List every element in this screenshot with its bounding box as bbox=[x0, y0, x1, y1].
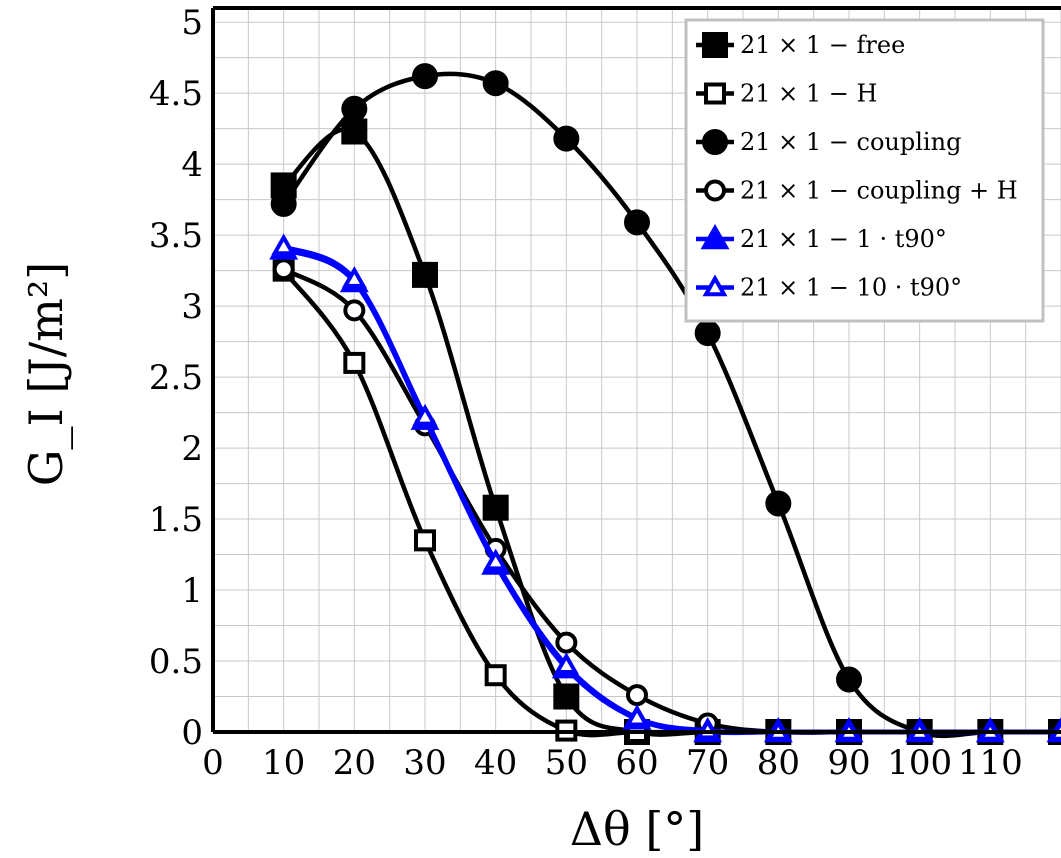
x-tick-label: 30 bbox=[403, 743, 446, 783]
data-point bbox=[270, 190, 297, 217]
y-tick-label: 1 bbox=[181, 571, 203, 611]
plot-frame bbox=[211, 6, 1061, 734]
y-tick-label: 4 bbox=[181, 145, 203, 185]
x-tick-label: 50 bbox=[545, 743, 588, 783]
legend-label: 21 × 1 − coupling + H bbox=[740, 177, 1018, 205]
y-tick-label: 3.5 bbox=[149, 216, 203, 256]
x-tick-label: 110 bbox=[958, 743, 1023, 783]
legend-entry: 21 × 1 − 1 · t90° bbox=[696, 223, 947, 253]
series-4 bbox=[272, 258, 1061, 743]
y-tick-label: 1.5 bbox=[149, 500, 203, 540]
data-point bbox=[343, 351, 366, 374]
data-point bbox=[482, 70, 509, 97]
data-point bbox=[694, 320, 721, 347]
legend-entry: 21 × 1 − H bbox=[696, 80, 877, 108]
legend-marker bbox=[700, 223, 730, 250]
data-point bbox=[343, 299, 366, 322]
data-point bbox=[555, 631, 578, 654]
legend-marker bbox=[704, 179, 726, 202]
data-point bbox=[412, 63, 438, 90]
legend-entry: 21 × 1 − free bbox=[696, 31, 905, 59]
x-axis-label: Δθ [°] bbox=[570, 802, 704, 856]
legend-marker bbox=[702, 274, 728, 297]
data-point bbox=[341, 118, 368, 145]
tick-labels: 0 10 20 30 40 50 60 70 80 90 100 110 0 0.5 1 1.5 2 2.5 3 3.… bbox=[149, 3, 1023, 783]
data-point bbox=[483, 548, 509, 571]
y-tick-label: 3 bbox=[181, 287, 203, 327]
legend-entry: 21 × 1 − coupling + H bbox=[696, 177, 1018, 205]
x-tick-label: 60 bbox=[615, 743, 658, 783]
legend-entry: 21 × 1 − 10 · t90° bbox=[696, 274, 962, 302]
y-tick-label: 0 bbox=[181, 713, 203, 753]
legend-label: 21 × 1 − 10 · t90° bbox=[740, 274, 962, 302]
legend-label: 21 × 1 − H bbox=[740, 80, 877, 108]
legend-box bbox=[684, 18, 1045, 323]
x-tick-label: 40 bbox=[474, 743, 517, 783]
y-axis-label: G_I [J/m²] bbox=[19, 262, 73, 486]
data-point bbox=[836, 666, 862, 693]
series-2 bbox=[272, 259, 1061, 743]
data-point bbox=[765, 490, 792, 517]
legend: 21 × 1 − free 21 × 1 − H 21 × 1 − coupling… bbox=[684, 18, 1045, 323]
legend-label: 21 × 1 − coupling bbox=[740, 128, 961, 156]
data-point bbox=[482, 494, 509, 521]
data-point bbox=[553, 652, 579, 675]
x-tick-label: 20 bbox=[333, 743, 376, 783]
data-point bbox=[484, 664, 507, 687]
data-point bbox=[553, 125, 580, 152]
y-tick-label: 2.5 bbox=[149, 358, 203, 398]
x-tick-label: 80 bbox=[757, 743, 800, 783]
data-point bbox=[341, 95, 368, 122]
data-point bbox=[272, 258, 295, 281]
y-tick-label: 5 bbox=[181, 3, 203, 43]
x-tick-label: 100 bbox=[887, 743, 952, 783]
data-point bbox=[624, 209, 650, 236]
data-point bbox=[624, 704, 650, 727]
data-point bbox=[412, 261, 438, 288]
legend-marker bbox=[704, 82, 726, 105]
data-point bbox=[414, 529, 436, 552]
x-tick-label: 0 bbox=[202, 743, 224, 783]
data-point bbox=[553, 683, 580, 710]
legend-marker bbox=[702, 129, 728, 155]
x-tick-label: 90 bbox=[827, 743, 870, 783]
legend-entry: 21 × 1 − coupling bbox=[696, 128, 961, 156]
x-tick-label: 10 bbox=[262, 743, 305, 783]
data-point bbox=[341, 266, 367, 288]
legend-marker bbox=[702, 32, 728, 58]
data-point bbox=[412, 403, 438, 426]
data-point bbox=[271, 233, 297, 256]
x-tick-label: 70 bbox=[686, 743, 729, 783]
legend-label: 21 × 1 − 1 · t90° bbox=[740, 225, 947, 253]
legend-label: 21 × 1 − free bbox=[740, 31, 905, 59]
data-point bbox=[626, 684, 648, 707]
y-tick-label: 0.5 bbox=[149, 642, 203, 682]
y-tick-label: 4.5 bbox=[149, 74, 203, 114]
y-tick-label: 2 bbox=[181, 429, 203, 469]
